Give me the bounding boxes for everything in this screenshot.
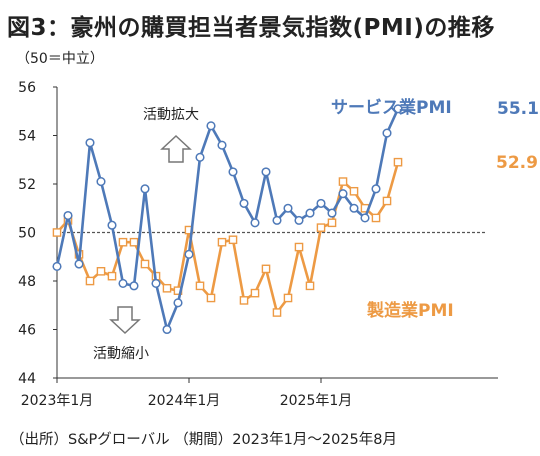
manufacturing-pmi-point [85, 276, 95, 286]
series-group: サービス業PMI 製造業PMI 55.1 52.9 [52, 97, 539, 335]
manufacturing-pmi-point [107, 271, 117, 281]
manufacturing-pmi-point [261, 264, 271, 274]
services-pmi-point [393, 104, 403, 114]
services-pmi-point [85, 138, 95, 148]
down-arrow-icon [109, 306, 141, 335]
manufacturing-pmi-point [349, 186, 359, 196]
services-pmi-point [74, 259, 84, 269]
x-tick-label: 2023年1月 [21, 393, 94, 409]
manufacturing-pmi-point [96, 267, 106, 276]
services-pmi-point [382, 128, 392, 138]
manufacturing-pmi-point [272, 308, 282, 317]
services-pmi-point [327, 208, 337, 218]
services-pmi-point [173, 298, 183, 308]
manufacturing-pmi-point [371, 213, 381, 223]
y-tick-label: 56 [18, 80, 36, 96]
services-pmi-point [294, 215, 304, 225]
axes-group: 44 46 48 50 52 54 56 2023年1月 2024年1月 2025年1月 [18, 80, 498, 409]
services-pmi-point [261, 167, 271, 177]
manufacturing-pmi-line [56, 161, 400, 314]
services-pmi-point [129, 281, 139, 291]
annotation-activity-expansion: 活動拡大 [143, 107, 199, 123]
services-pmi-point [228, 167, 238, 177]
services-pmi-point [118, 278, 128, 288]
manufacturing-pmi-point [162, 283, 172, 293]
services-pmi-point [371, 184, 381, 194]
manufacturing-pmi-point [382, 196, 392, 206]
services-pmi-point [272, 215, 282, 225]
services-pmi-line [55, 108, 400, 331]
services-pmi-point [338, 189, 348, 199]
manufacturing-pmi-point [283, 293, 293, 303]
annotation-activity-contraction: 活動縮小 [93, 346, 149, 362]
services-pmi-point [360, 213, 370, 223]
manufacturing-pmi-point [52, 228, 62, 237]
y-tick-label: 54 [18, 129, 36, 145]
services-pmi-point [305, 208, 315, 218]
y-tick-label: 52 [18, 177, 36, 193]
services-pmi-point [283, 203, 293, 213]
manufacturing-pmi-point [316, 223, 326, 232]
services-pmi-point [239, 198, 249, 208]
manufacturing-pmi-point [338, 177, 348, 186]
services-pmi-point [96, 177, 106, 187]
services-pmi-point [250, 218, 260, 228]
manufacturing-pmi-point [250, 288, 260, 298]
manufacturing-pmi-point [206, 293, 216, 303]
services-pmi-point [184, 249, 194, 259]
services-pmi-point [217, 140, 227, 150]
services-pmi-point [52, 261, 62, 272]
source-note: （出所）S&Pグローバル （期間）2023年1月～2025年8月 [10, 432, 397, 448]
chart-title: 図3：豪州の購買担当者景気指数(PMI)の推移 [7, 15, 495, 41]
services-pmi-series-label: サービス業PMI [331, 97, 452, 118]
manufacturing-pmi-end-label: 52.9 [496, 153, 538, 173]
y-tick-label: 46 [18, 323, 36, 339]
services-pmi-point [151, 278, 161, 288]
y-tick-label: 48 [18, 274, 36, 290]
services-pmi-point [195, 152, 205, 162]
up-arrow-icon [160, 134, 192, 163]
services-pmi-point [349, 203, 359, 213]
y-axis-unit-note: （50＝中立） [16, 51, 104, 67]
services-pmi-point [140, 184, 150, 194]
services-pmi-point [316, 198, 326, 208]
manufacturing-pmi-point [140, 259, 150, 269]
services-pmi-point [162, 324, 172, 335]
services-pmi-end-label: 55.1 [497, 99, 539, 119]
manufacturing-pmi-point [118, 237, 128, 247]
manufacturing-pmi-point [327, 218, 337, 228]
manufacturing-pmi-point [129, 237, 139, 247]
services-pmi-point [206, 121, 216, 131]
manufacturing-pmi-series-label: 製造業PMI [366, 300, 454, 321]
services-pmi-point [107, 220, 117, 230]
y-tick-label: 44 [18, 371, 36, 387]
manufacturing-pmi-point [195, 281, 205, 291]
y-tick-label: 50 [18, 226, 36, 242]
services-pmi-point [63, 210, 73, 221]
manufacturing-pmi-point [217, 237, 227, 247]
x-tick-label: 2024年1月 [148, 393, 221, 409]
manufacturing-pmi-point [294, 242, 304, 252]
manufacturing-pmi-point [228, 235, 238, 245]
manufacturing-pmi-point [393, 157, 403, 167]
manufacturing-pmi-point [239, 296, 249, 305]
manufacturing-pmi-point [305, 281, 315, 291]
x-tick-label: 2025年1月 [280, 393, 353, 409]
